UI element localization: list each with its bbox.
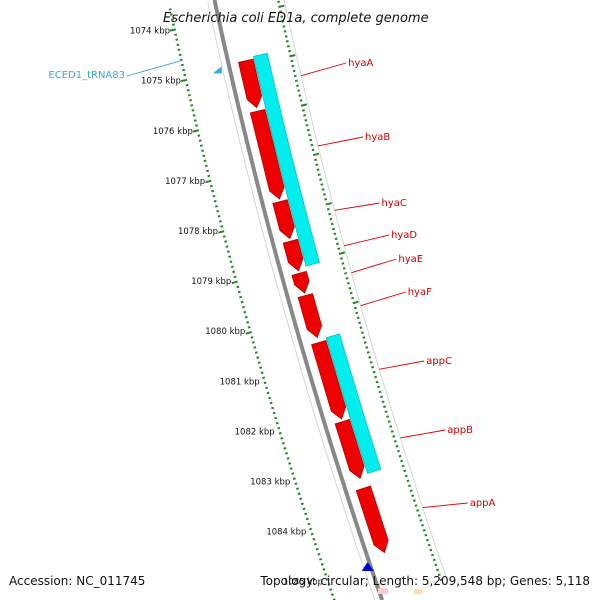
- operon-block: [253, 52, 320, 267]
- gene-label: hyaC: [382, 198, 407, 209]
- kbp-label: 1084 kbp: [266, 528, 306, 538]
- kbp-label: 1080 kbp: [205, 327, 245, 337]
- kbp-label: 1082 kbp: [235, 427, 275, 437]
- trna-label: ECED1_tRNA83: [48, 70, 125, 81]
- gene-label: hyaB: [365, 132, 390, 143]
- kbp-label: 1075 kbp: [141, 77, 181, 87]
- accession-label: Accession: NC_011745: [9, 574, 146, 588]
- gene-arrow: [238, 58, 263, 109]
- gene-label: appA: [470, 498, 496, 509]
- gene-label-leaders: [300, 62, 468, 509]
- gene-label: hyaF: [408, 287, 432, 298]
- trna-feature: ECED1_tRNA83: [48, 60, 222, 81]
- operon-block: [325, 333, 382, 474]
- kbp-label: 1076 kbp: [153, 127, 193, 137]
- kbp-label: 1085 kbp: [283, 578, 323, 588]
- gene-arrow: [297, 293, 322, 339]
- inner-tick-ring: [168, 8, 336, 600]
- kbp-label: 1078 kbp: [178, 227, 218, 237]
- kbp-label: 1083 kbp: [250, 478, 290, 488]
- partial-feature-yellow: [414, 589, 422, 594]
- trna-marker: [212, 66, 222, 74]
- partial-feature-pink: [378, 588, 388, 594]
- kbp-label: 1074 kbp: [130, 27, 170, 37]
- map-title: Escherichia coli ED1a, complete genome: [163, 11, 429, 26]
- kbp-label: 1081 kbp: [220, 377, 260, 387]
- kbp-label: 1079 kbp: [191, 277, 231, 287]
- gene-arrow: [311, 339, 347, 420]
- topology-label: Topology: circular; Length: 5,209,548 bp…: [260, 574, 590, 588]
- blue-feature-marker: [361, 562, 374, 571]
- genome-backbone: [212, 0, 385, 600]
- operon-track: [253, 52, 382, 474]
- kbp-labels: 1074 kbp 1075 kbp 1076 kbp 1077 kbp 1078 kbp…: [130, 27, 323, 588]
- edge-features: [361, 562, 422, 594]
- gene-label: hyaD: [391, 230, 417, 241]
- gene-arrow: [291, 270, 310, 294]
- gene-label: appB: [447, 425, 473, 436]
- gene-arrow: [272, 199, 295, 240]
- gene-label: hyaA: [348, 58, 373, 69]
- gene-label: hyaE: [398, 254, 423, 265]
- track-outline: [207, 0, 447, 600]
- gene-arrow: [282, 238, 304, 272]
- kbp-label: 1077 kbp: [165, 177, 205, 187]
- gene-label: appC: [426, 356, 452, 367]
- gene-arrow: [355, 485, 389, 554]
- gene-labels: hyaA hyaB hyaC hyaD hyaE hyaF appC appB appA: [348, 58, 495, 509]
- gene-arrow: [249, 108, 285, 200]
- outer-tick-ring: [277, 0, 443, 582]
- gene-arrow: [334, 418, 365, 479]
- gene-track: [238, 58, 389, 554]
